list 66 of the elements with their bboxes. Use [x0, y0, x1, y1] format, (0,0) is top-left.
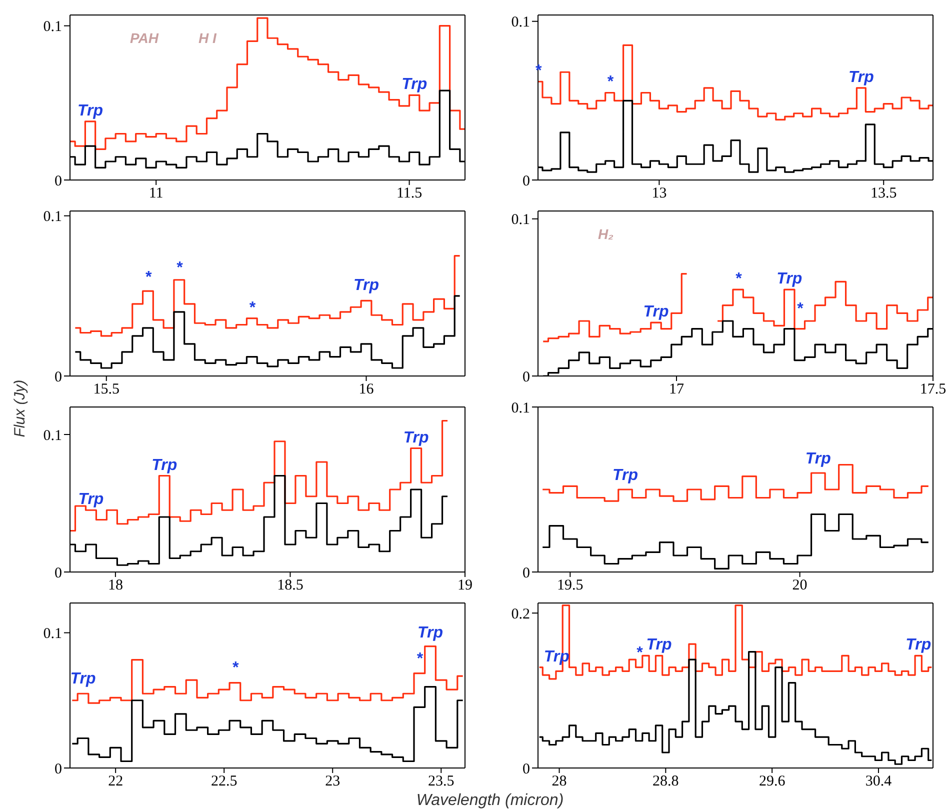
annotation: * [144, 268, 152, 286]
x-tick-label: 29.6 [758, 774, 786, 790]
y-tick-label: 0.1 [43, 209, 62, 226]
x-tick-label: 19 [458, 578, 472, 594]
y-tick-label: 0.1 [511, 212, 530, 228]
annotation: Trp [78, 491, 104, 508]
x-tick-label: 30.4 [865, 774, 892, 790]
annotation: Trp [776, 270, 802, 288]
x-tick-label: 20 [792, 578, 808, 594]
y-tick-label: 0.1 [511, 400, 530, 416]
annotation: Trp [418, 624, 444, 642]
annotation: Trp [70, 670, 96, 688]
annotation: Trp [403, 429, 430, 446]
x-tick-label: 11.5 [396, 186, 422, 202]
y-tick-label: 0 [54, 369, 62, 386]
annotation: Trp [805, 450, 832, 468]
x-tick-label: 23.5 [428, 774, 454, 790]
x-tick-label: 13 [652, 186, 667, 202]
x-tick-label: 18.5 [277, 578, 304, 594]
y-axis-title: Flux (Jy) [12, 378, 28, 440]
y-tick-label: 0 [522, 761, 530, 778]
annotation: Trp [612, 467, 638, 484]
annotation: * [734, 270, 742, 288]
y-tick-label: 0 [54, 565, 62, 582]
annotation: H I [198, 30, 216, 46]
x-axis-title: Wavelength (micron) [415, 792, 565, 810]
y-tick-label: 0.1 [43, 626, 62, 642]
annotation: * [416, 650, 424, 668]
y-tick-label: 0.1 [43, 428, 62, 444]
x-tick-label: 28.8 [652, 774, 679, 790]
x-tick-label: 17 [669, 382, 685, 398]
annotation: Trp [402, 76, 428, 94]
y-tick-label: 0 [522, 565, 530, 582]
annotation: * [232, 660, 239, 677]
x-tick-label: 18 [108, 578, 123, 594]
y-tick-label: 0.1 [43, 19, 62, 36]
y-tick-label: 0 [54, 173, 62, 190]
annotation: Trp [906, 636, 932, 654]
y-tick-label: 0.1 [511, 14, 530, 31]
annotation: H₂ [598, 226, 614, 242]
x-tick-label: 13.5 [870, 186, 897, 202]
x-tick-label: 17.5 [920, 382, 946, 398]
annotation: PAH [130, 30, 159, 46]
y-tick-label: 0 [522, 369, 530, 386]
annotation: Trp [643, 304, 669, 321]
x-tick-label: 16 [358, 382, 374, 398]
y-tick-label: 0 [522, 173, 530, 190]
annotation: * [176, 259, 184, 276]
annotation: Trp [848, 68, 874, 86]
y-tick-label: 0 [54, 761, 62, 778]
x-tick-label: 15.5 [93, 382, 120, 398]
y-tick-label: 0.2 [511, 606, 530, 622]
x-tick-label: 22.5 [210, 774, 238, 790]
x-tick-label: 19.5 [557, 578, 584, 594]
x-tick-label: 28 [552, 774, 567, 790]
annotation: * [248, 299, 256, 316]
annotation: * [796, 300, 804, 318]
x-tick-label: 23 [325, 774, 340, 790]
annotation: * [636, 644, 643, 662]
annotation: Trp [354, 276, 380, 294]
annotation: * [606, 74, 614, 91]
annotation: Trp [152, 456, 178, 474]
x-tick-label: 22 [108, 774, 124, 790]
x-tick-label: 11 [148, 186, 164, 202]
annotation: Trp [646, 636, 672, 654]
annotation: Trp [78, 102, 104, 120]
